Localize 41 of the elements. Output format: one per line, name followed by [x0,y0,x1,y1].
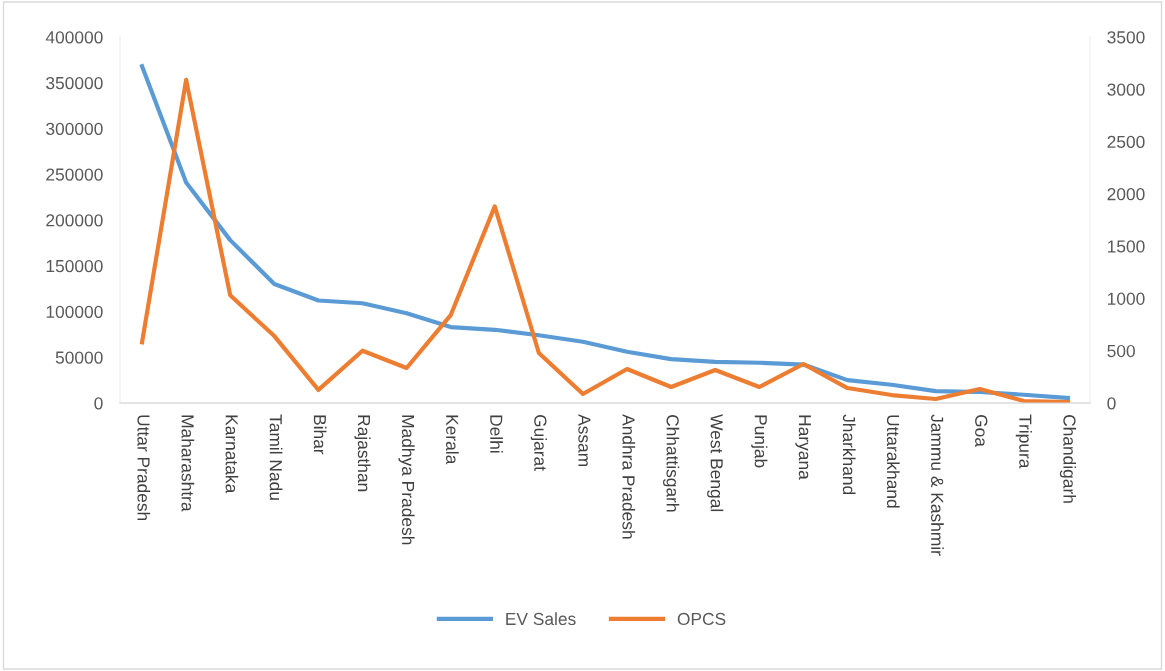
x-tick-label: Andhra Pradesh [622,414,636,539]
x-tick-label: Gujarat [530,414,547,471]
x-tick-label: Goa [975,414,988,447]
x-tick-label: Maharashtra [181,415,195,512]
y-tick-label: 350000 [46,76,103,90]
y2-tick-label: 3000 [1107,83,1145,96]
x-tick-label: Punjab [751,415,768,468]
x-tick-label: Kerala [446,415,459,465]
x-tick-label: Chhattisgarh [663,414,680,512]
x-tick-label: Karnataka [225,415,239,494]
y-tick-label: 400000 [45,31,103,44]
x-tick-label: Jammu & Kashmir [931,414,944,556]
legend-label: OPCS [677,612,726,626]
y2-tick-label: 3500 [1107,31,1145,44]
y2-tick-label: 2000 [1107,188,1145,201]
y2-tick-label: 500 [1107,344,1135,358]
y-tick-label: 50000 [55,351,103,364]
x-tick-label: Bihar [313,415,327,455]
y-tick-label: 300000 [46,122,103,135]
x-tick-label: Uttarakhand [886,415,900,508]
y-tick-label: 150000 [46,259,103,273]
y-tick-label: 250000 [46,168,103,181]
x-tick-label: Chandigarh [1059,414,1077,503]
x-tick-label: Rajasthan [354,415,371,492]
x-tick-label: Jharkhand [842,414,856,495]
y2-tick-label: 0 [1107,397,1116,410]
x-tick-label: Uttar Pradesh [137,415,151,521]
x-tick-label: Assam [578,414,591,467]
x-tick-label: West Bengal [707,414,724,512]
y-tick-label: 200000 [46,214,103,227]
y2-tick-label: 1000 [1107,292,1145,305]
y2-tick-label: 2500 [1107,135,1145,149]
legend-label: EV Sales [506,612,576,626]
y-tick-label: 0 [94,397,103,410]
x-tick-label: Delhi [490,415,503,453]
y2-tick-label: 1500 [1107,240,1145,253]
y-tick-label: 100000 [46,305,103,318]
x-tick-label: Tamil Nadu [269,414,283,500]
x-tick-label: Tripura [1015,414,1032,469]
x-tick-label: Haryana [795,415,811,480]
x-tick-label: Madhya Pradesh [398,415,415,545]
